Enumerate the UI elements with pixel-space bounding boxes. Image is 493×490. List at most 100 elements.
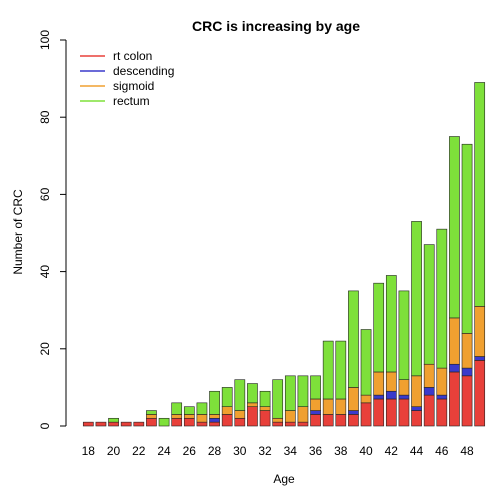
bar-segment — [196, 414, 208, 423]
bar-segment — [171, 402, 183, 415]
x-tick-label: 34 — [284, 444, 298, 458]
bar-segment — [398, 398, 410, 427]
y-axis: 0 20 40 60 80 100 — [38, 30, 67, 429]
bar-segment — [461, 375, 473, 427]
y-tick-label: 0 — [38, 422, 52, 429]
bar-segment — [423, 244, 435, 365]
bar-segment — [209, 390, 220, 415]
bar-segment — [95, 421, 107, 427]
x-axis: 18 20 22 24 26 28 30 32 34 36 38 40 42 44 46 48 — [82, 444, 474, 458]
bar-segment — [196, 402, 208, 415]
bar-segment — [360, 329, 372, 396]
bar-segment — [297, 375, 309, 408]
y-tick-label: 100 — [38, 30, 52, 50]
bar-segment — [259, 406, 271, 411]
bar-segment — [335, 340, 347, 400]
bar-segment — [209, 421, 220, 427]
bar-segment — [335, 414, 347, 427]
bar-segment — [120, 421, 132, 427]
bar-segment — [108, 421, 119, 427]
bar-segment — [108, 417, 119, 423]
chart-title: CRC is increasing by age — [192, 18, 360, 34]
bar-segment — [474, 82, 486, 307]
y-tick-label: 20 — [38, 342, 52, 356]
bar-segment — [411, 406, 422, 411]
y-axis-label: Number of CRC — [11, 189, 25, 275]
bar-segment — [373, 282, 385, 373]
bar-segment — [133, 421, 145, 427]
x-axis-label: Age — [273, 472, 295, 486]
bar-segment — [436, 398, 448, 427]
x-tick-label: 22 — [132, 444, 146, 458]
bar-segment — [221, 414, 233, 427]
bar-segment — [234, 417, 246, 427]
bar-segment — [196, 421, 208, 427]
bar-segment — [234, 410, 246, 419]
bar-segment — [310, 375, 321, 400]
bar-segment — [209, 417, 220, 423]
bar-segment — [146, 410, 157, 415]
bar-segment — [247, 406, 258, 427]
bar-segment — [423, 387, 435, 396]
bar-segment — [183, 406, 195, 415]
bar-segment — [272, 379, 284, 419]
bar-segment — [449, 363, 460, 373]
x-tick-label: 44 — [410, 444, 424, 458]
bar-segment — [297, 406, 309, 423]
bar-segment — [360, 394, 372, 404]
bar-segment — [209, 414, 220, 419]
bar-segment — [272, 421, 284, 427]
x-tick-label: 40 — [359, 444, 373, 458]
bar-segment — [183, 417, 195, 427]
x-tick-label: 24 — [157, 444, 171, 458]
bar-segment — [385, 398, 397, 427]
x-tick-label: 42 — [385, 444, 399, 458]
bar-segment — [474, 306, 486, 357]
bar-segment — [82, 421, 94, 427]
bar-segment — [373, 371, 385, 396]
plot-area: 0 20 40 60 80 100 18 20 22 24 26 28 30 32 34 36 38 40 42 4… — [38, 30, 486, 458]
bar-segment — [348, 290, 359, 388]
bar-segment — [461, 367, 473, 377]
bar-segment — [461, 333, 473, 369]
bar-segment — [247, 402, 258, 407]
bar-segment — [284, 421, 296, 427]
bar-segment — [449, 136, 460, 319]
x-tick-label: 48 — [460, 444, 474, 458]
bar-segment — [373, 398, 385, 427]
bar-segment — [411, 221, 422, 377]
bar-segment — [373, 394, 385, 400]
bar-segment — [297, 421, 309, 427]
bar-segment — [171, 417, 183, 427]
bar-segment — [221, 406, 233, 415]
bar-segment — [171, 414, 183, 419]
bar-segment — [259, 390, 271, 408]
bar-segment — [158, 417, 170, 427]
bar-segment — [234, 379, 246, 411]
bar-segment — [474, 360, 486, 427]
bar-segment — [310, 410, 321, 415]
bar-segment — [322, 398, 334, 415]
bar-segment — [436, 367, 448, 396]
legend-label: rectum — [113, 94, 150, 108]
x-tick-label: 30 — [233, 444, 247, 458]
bar-segment — [411, 410, 422, 427]
legend-label: sigmoid — [113, 79, 154, 93]
bar-segment — [146, 414, 157, 419]
legend-label: rt colon — [113, 49, 152, 63]
bar-segment — [348, 410, 359, 415]
y-tick-label: 60 — [38, 187, 52, 201]
bar-segment — [436, 228, 448, 369]
bars-group — [82, 82, 486, 427]
x-tick-label: 26 — [183, 444, 197, 458]
bar-segment — [284, 375, 296, 411]
x-tick-label: 32 — [258, 444, 272, 458]
bar-segment — [474, 356, 486, 361]
x-tick-label: 38 — [334, 444, 348, 458]
bar-segment — [272, 417, 284, 423]
bar-segment — [461, 143, 473, 334]
bar-segment — [360, 402, 372, 427]
x-tick-label: 18 — [82, 444, 96, 458]
